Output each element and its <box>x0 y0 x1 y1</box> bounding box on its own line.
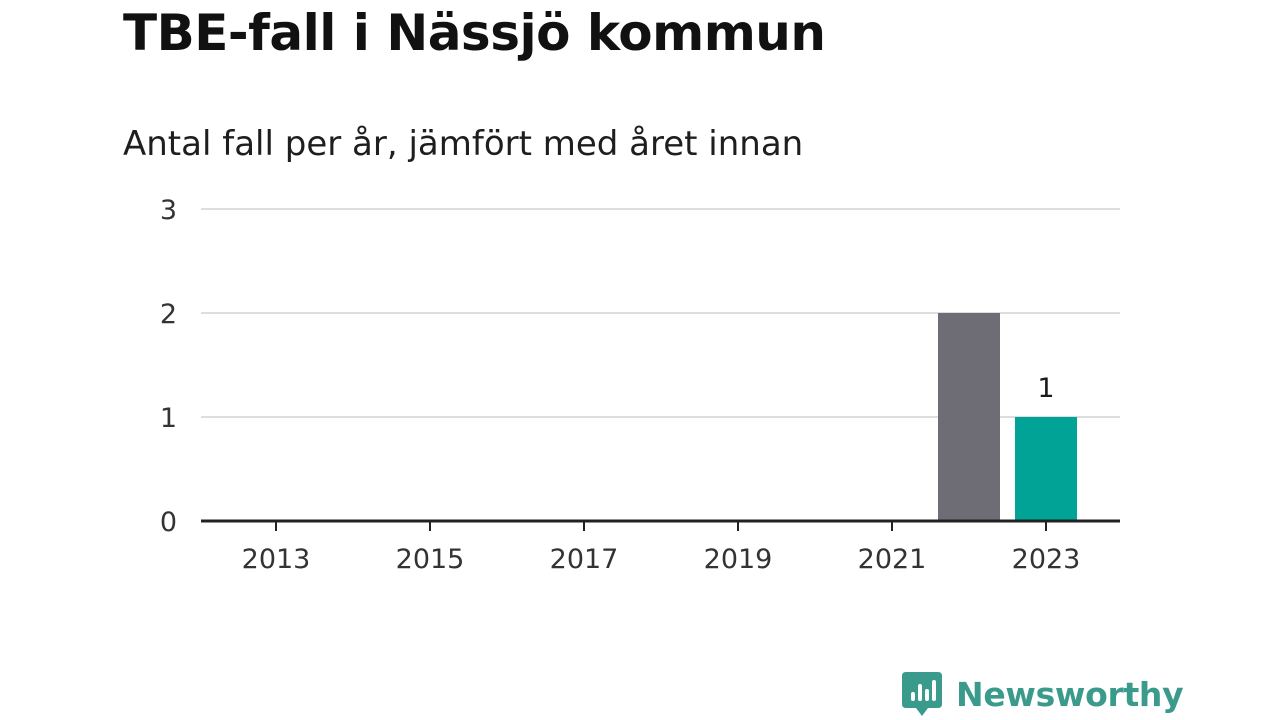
x-tick-label: 2013 <box>242 544 311 575</box>
brand-name: Newsworthy <box>956 675 1183 714</box>
y-tick-label: 3 <box>160 195 177 226</box>
y-tick-label: 1 <box>160 403 177 434</box>
x-tick-label: 2015 <box>396 544 465 575</box>
newsworthy-logo-icon <box>902 670 942 718</box>
x-tick-label: 2021 <box>858 544 927 575</box>
bar-value-label: 1 <box>1037 373 1054 404</box>
y-tick-label: 0 <box>160 507 177 538</box>
bar-previous-year <box>938 313 1000 521</box>
y-tick-label: 2 <box>160 299 177 330</box>
bar-current-year <box>1015 417 1077 521</box>
x-tick-label: 2019 <box>704 544 773 575</box>
x-tick-label: 2017 <box>550 544 619 575</box>
x-tick-label: 2023 <box>1012 544 1081 575</box>
brand-logo: Newsworthy <box>902 670 1183 718</box>
